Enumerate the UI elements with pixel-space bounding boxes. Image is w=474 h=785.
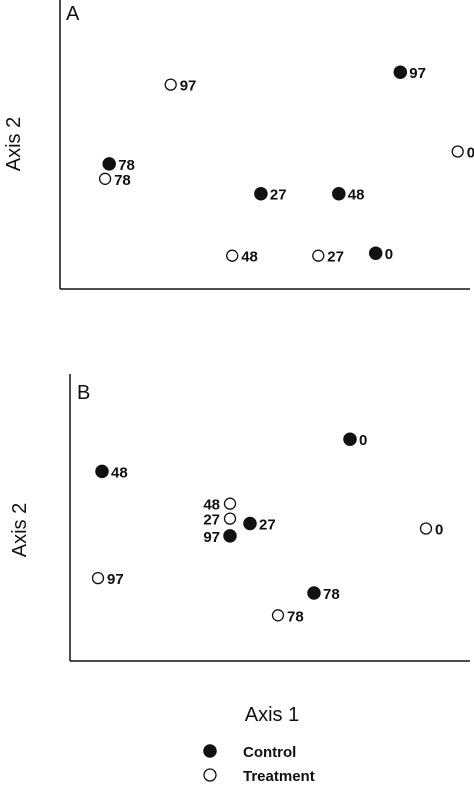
panel-b-y-axis-label: Axis 2 [9,503,31,557]
control-point [332,186,346,201]
control-point-label: 97 [409,65,426,82]
treatment-point-label: 78 [114,172,131,189]
control-point-label: 78 [323,586,340,603]
treatment-point-label: 48 [241,249,258,266]
treatment-point-label: 78 [287,608,304,625]
treatment-point-label: 0 [467,145,474,162]
control-point [243,516,257,531]
treatment-point [98,172,112,185]
control-point-label: 97 [203,529,220,546]
treatment-point-label: 27 [203,512,220,529]
control-point-label: 0 [385,246,393,263]
treatment-point [226,249,239,262]
treatment-point-label: 0 [435,522,443,539]
treatment-point [312,249,325,262]
panel-b-letter: B [77,382,90,404]
control-point-label: 27 [270,187,287,204]
panel-a: A Axis 2 97 78 27 48 0 97 0 78 27 48 [3,0,474,290]
control-point [343,432,357,446]
treatment-point [419,522,433,535]
treatment-point-label: 48 [203,497,220,514]
x-axis-label: Axis 1 [245,704,299,726]
legend-control-label: Control [243,744,296,761]
control-point [95,464,109,479]
legend: Control Treatment [203,744,315,785]
control-point [393,65,408,79]
legend-treatment-marker [203,768,217,782]
treatment-point [164,78,177,91]
control-point [368,246,383,260]
treatment-point [451,145,464,158]
treatment-point [223,512,237,525]
treatment-point [91,571,105,585]
panel-a-points: 97 78 27 48 0 97 0 78 27 48 [98,65,474,266]
treatment-point-label: 97 [107,571,124,588]
control-point-label: 48 [111,464,128,481]
control-point-label: 78 [118,157,135,174]
control-point [254,186,268,201]
legend-control-marker [203,744,217,758]
treatment-point [223,497,237,510]
panel-a-letter: A [66,3,80,25]
panel-a-y-axis-label: Axis 2 [3,117,25,171]
control-point [223,529,237,543]
legend-treatment-label: Treatment [243,768,315,785]
control-point-label: 48 [348,187,365,204]
treatment-point-label: 27 [327,249,344,266]
control-point [307,586,321,600]
control-point [102,157,116,171]
control-point-label: 27 [259,517,276,534]
treatment-point [271,609,285,622]
treatment-point-label: 97 [180,78,197,95]
control-point-label: 0 [359,432,367,449]
